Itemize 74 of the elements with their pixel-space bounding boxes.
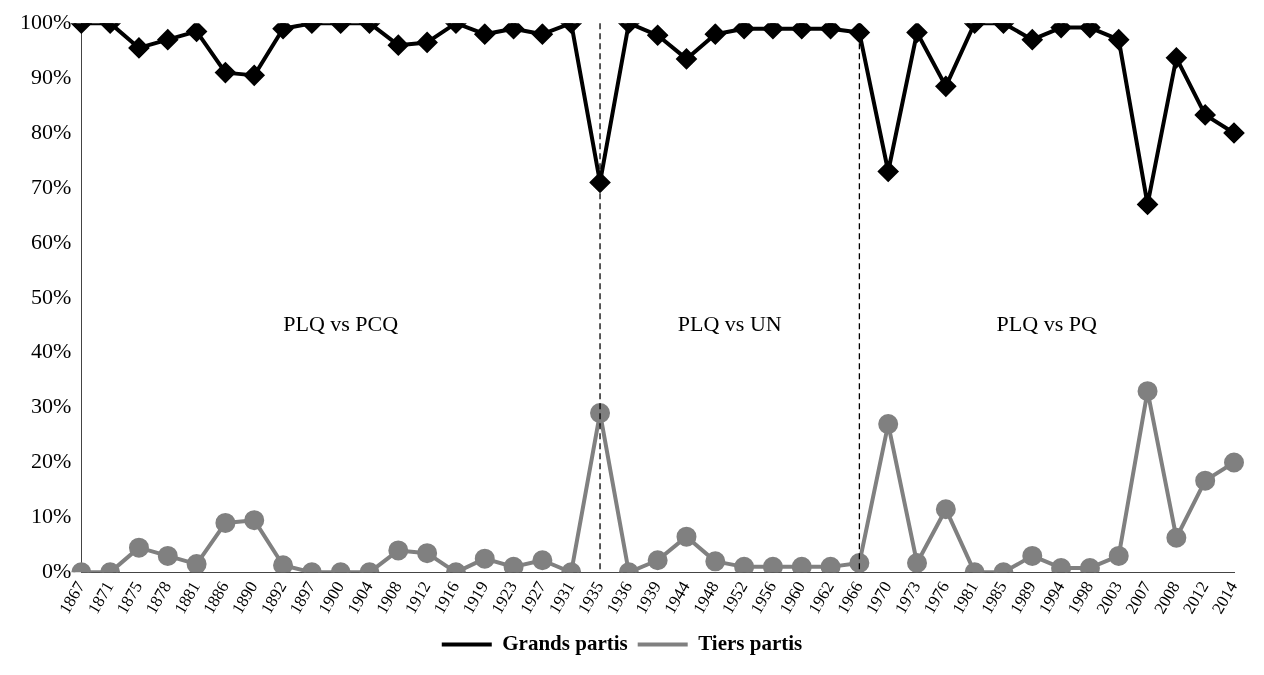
point [705,24,726,45]
point [1108,29,1129,50]
point [388,540,409,561]
point [734,23,755,39]
point [705,551,726,572]
point [590,403,611,424]
point [1195,470,1216,491]
point [128,537,149,558]
point [215,62,236,83]
point [1022,545,1043,566]
y-tick-label: 0% [42,558,72,584]
point [647,550,668,571]
y-tick-label: 100% [20,8,72,34]
point [388,35,409,56]
point [186,23,207,42]
point [849,553,870,573]
y-tick-label: 60% [31,228,72,254]
y-tick-label: 80% [31,118,72,144]
point [1022,29,1043,50]
point [474,24,495,45]
point [532,24,553,45]
point [273,23,294,39]
point [791,23,812,39]
point [1137,381,1158,402]
point [215,512,236,533]
point [878,161,899,182]
point [1108,545,1129,566]
point [244,65,265,86]
point [157,29,178,50]
point [590,172,611,193]
point [1137,194,1158,215]
point [878,414,899,435]
point [935,499,956,520]
point [762,23,783,39]
annotation: PLQ vs PCQ [283,311,399,337]
annotation: PLQ vs UN [677,311,782,337]
legend-label: Grands partis [502,630,628,655]
point [417,32,438,53]
point [791,556,812,573]
point [503,23,524,39]
y-tick-label: 10% [31,503,72,529]
y-tick-label: 30% [31,393,72,419]
annotation: PLQ vs PQ [996,311,1097,337]
point [503,556,524,573]
point [1224,123,1244,144]
y-tick-label: 40% [31,338,72,364]
point [474,548,495,569]
point [762,556,783,573]
y-tick-label: 50% [31,283,72,309]
point [1224,452,1244,473]
y-tick-label: 20% [31,448,72,474]
point [1166,527,1187,548]
point [676,526,697,547]
point [1166,47,1187,68]
point [676,48,697,69]
point [273,555,294,573]
point [907,23,928,43]
y-tick-label: 70% [31,173,72,199]
point [907,553,928,573]
point [820,556,841,573]
point [128,37,149,58]
point [186,554,207,573]
point [157,545,178,566]
point [935,76,956,97]
point [532,550,553,571]
point [734,556,755,573]
point [417,543,438,564]
point [849,23,870,43]
point [820,23,841,39]
y-tick-label: 90% [31,63,72,89]
point [647,25,668,46]
legend-label: Tiers partis [698,630,803,655]
point [244,510,265,531]
point [1195,104,1216,125]
